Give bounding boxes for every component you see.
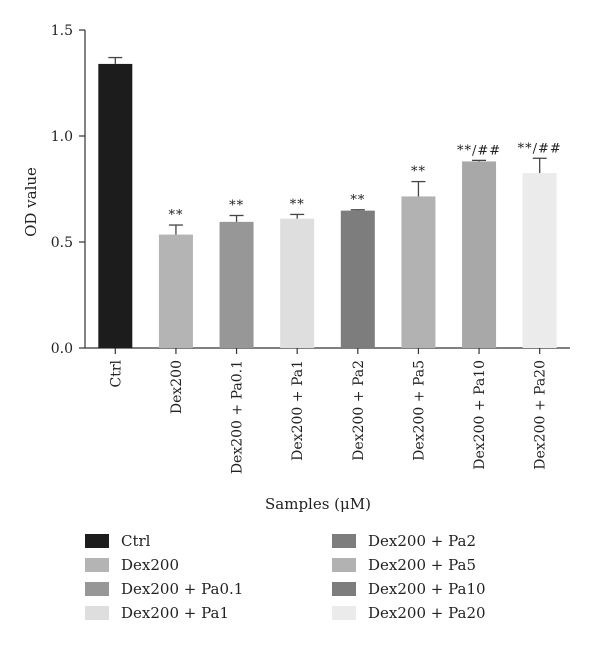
bars (98, 56, 557, 349)
significance-label: **/## (457, 143, 501, 158)
legend-label: Dex200 + Pa20 (368, 604, 486, 622)
significance-label: ** (411, 165, 426, 180)
legend-swatch (85, 534, 109, 548)
x-tick-label: Dex200 + Pa0.1 (230, 360, 246, 474)
legend-swatch (332, 558, 356, 572)
x-tick-label: Dex200 + Pa2 (351, 360, 367, 461)
legend-swatch (85, 558, 109, 572)
x-tick-label: Ctrl (108, 359, 124, 387)
y-tick-label: 0.0 (51, 341, 73, 357)
y-axis-label: OD value (22, 167, 40, 237)
legend-swatch (332, 534, 356, 548)
significance-label: ** (168, 208, 183, 223)
x-tick-label: Dex200 + Pa20 (533, 360, 549, 470)
bar (401, 196, 436, 348)
legend-item: Ctrl (85, 532, 150, 550)
x-tick-label: Dex200 (169, 360, 185, 414)
legend-label: Dex200 + Pa1 (121, 604, 230, 622)
legend-swatch (332, 582, 356, 596)
x-tick-label: Dex200 + Pa1 (290, 360, 306, 461)
legend-item: Dex200 + Pa0.1 (85, 580, 243, 598)
bar (98, 63, 133, 349)
legend-item: Dex200 + Pa20 (332, 604, 486, 622)
legend-label: Dex200 + Pa10 (368, 580, 486, 598)
y-tick-label: 0.5 (51, 235, 73, 251)
legend-label: Dex200 (121, 556, 179, 574)
significance-label: ** (350, 193, 365, 208)
bar (522, 173, 557, 348)
bar (462, 161, 497, 348)
legend-label: Dex200 + Pa5 (368, 556, 477, 574)
legend-label: Dex200 + Pa0.1 (121, 580, 244, 598)
bar (280, 218, 315, 348)
y-tick-label: 1.0 (51, 129, 73, 145)
legend-swatch (85, 606, 109, 620)
bar (158, 234, 193, 348)
legend-item: Dex200 + Pa1 (85, 604, 229, 622)
bar-chart: 0.0 0.5 1.0 1.5 Ctrl ** Dex200 ** Dex200 + Pa0.… (22, 23, 570, 513)
x-tick-label: Dex200 + Pa10 (472, 360, 488, 470)
significance-label: ** (290, 197, 305, 212)
x-tick-label: Dex200 + Pa5 (411, 360, 427, 461)
significance-label: **/## (518, 141, 562, 156)
significance-label: ** (229, 199, 244, 214)
labels: Ctrl ** Dex200 ** Dex200 + Pa0.1 ** Dex200 + P… (108, 141, 562, 474)
legend-item: Dex200 + Pa5 (332, 556, 476, 574)
legend-item: Dex200 (85, 556, 179, 574)
bar (340, 210, 375, 348)
legend-swatch (85, 582, 109, 596)
legend-item: Dex200 + Pa2 (332, 532, 476, 550)
legend: Ctrl Dex200 Dex200 + Pa0.1 Dex200 + Pa1 Dex2… (85, 532, 545, 632)
legend-label: Dex200 + Pa2 (368, 532, 477, 550)
y-tick-label: 1.5 (51, 23, 73, 39)
bar (219, 221, 254, 348)
legend-item: Dex200 + Pa10 (332, 580, 486, 598)
legend-label: Ctrl (121, 532, 151, 550)
legend-swatch (332, 606, 356, 620)
x-axis-label: Samples (μM) (265, 495, 371, 513)
